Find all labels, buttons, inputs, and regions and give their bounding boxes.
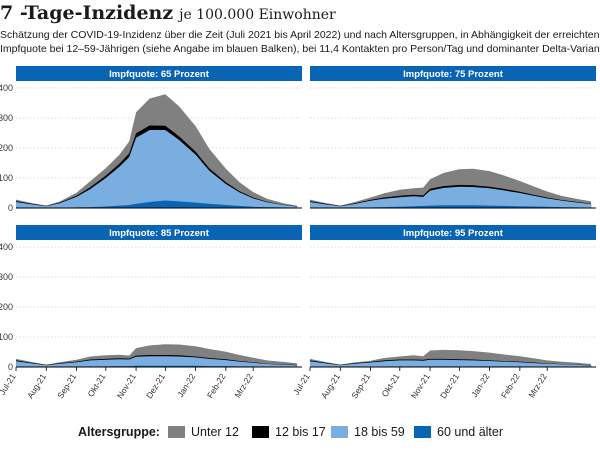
y-tick-label: 0: [8, 362, 13, 372]
panel-banner-title: Impfquote: 85 Prozent: [109, 228, 210, 239]
panel-banner-title: Impfquote: 75 Prozent: [403, 69, 504, 80]
area-series-18-bis-59: [16, 356, 298, 367]
legend-swatch-unter-12: [168, 426, 185, 438]
x-tick-label: Feb-22: [499, 372, 522, 400]
chart-description: Schätzung der COVID-19-Inzidenz über die…: [0, 28, 600, 56]
panel-banner: [310, 225, 596, 240]
panel-banner: [310, 66, 596, 81]
area-series-60-und-lter: [310, 205, 592, 208]
legend-swatch-18-bis-59: [331, 426, 348, 438]
description-line-1: Schätzung der COVID-19-Inzidenz über die…: [0, 29, 600, 41]
legend-swatch-60-und-aelter: [414, 426, 431, 438]
legend-label-12-bis-17: 12 bis 17: [275, 425, 326, 439]
y-tick-label: 0: [8, 203, 13, 213]
x-tick-label: Jul-21: [291, 372, 312, 397]
title-subtitle: je 100.000 Einwohner: [179, 7, 336, 23]
x-tick-label: Aug-21: [319, 372, 342, 401]
panel-banner: [16, 225, 302, 240]
area-series-18-bis-59: [310, 186, 592, 208]
area-series-18-bis-59: [16, 130, 298, 208]
chart-panel-1: Impfquote: 65 Prozent 0 100 200 300 400: [0, 66, 302, 213]
x-tick-label: Dez-21: [144, 371, 167, 400]
chart-title: 7 -Tage-Inzidenz je 100.000 Einwohner: [0, 2, 336, 24]
y-tick-label: 200: [0, 143, 13, 153]
legend-label-60-und-aelter: 60 und älter: [437, 425, 504, 439]
legend-item-unter-12: Unter 12: [168, 425, 239, 439]
area-series-18-bis-59: [310, 359, 592, 367]
title-main: 7 -Tage-Inzidenz: [0, 2, 174, 24]
chart-panel-4: Impfquote: 95 Prozent Jul-21 Aug-21 Sep-21 O…: [291, 225, 596, 400]
panel-banner-title: Impfquote: 65 Prozent: [109, 69, 210, 80]
x-tick-label: Okt-21: [379, 372, 401, 399]
legend-item-60-und-aelter: 60 und älter: [414, 425, 503, 439]
y-tick-label: 100: [0, 173, 13, 183]
x-tick-label: Jul-21: [0, 372, 18, 397]
legend-title: Altersgruppe:: [78, 425, 160, 439]
x-tick-label: Okt-21: [85, 372, 107, 399]
x-tick-label: Aug-21: [25, 372, 48, 401]
x-tick-label: Nov-21: [409, 372, 432, 401]
chart-panel-3: Impfquote: 85 Prozent 0 100 200 300 400 Jul-21…: [0, 225, 302, 400]
chart-panel-2: Impfquote: 75 Prozent: [310, 66, 596, 209]
y-tick-label: 100: [0, 332, 13, 342]
legend: Altersgruppe: Unter 12 12 bis 17 18 bis …: [0, 425, 600, 441]
y-tick-label: 200: [0, 302, 13, 312]
y-tick-label: 400: [0, 242, 13, 252]
x-tick-label: Mrz-22: [526, 372, 549, 400]
panel-banner-title: Impfquote: 95 Prozent: [403, 228, 504, 239]
x-tick-label: Mrz-22: [232, 372, 255, 400]
y-tick-label: 400: [0, 83, 13, 93]
panel-banner: [16, 66, 302, 81]
legend-label-unter-12: Unter 12: [191, 425, 239, 439]
x-tick-label: Feb-22: [205, 372, 228, 400]
y-tick-label: 300: [0, 113, 13, 123]
legend-item-12-bis-17: 12 bis 17: [252, 425, 326, 439]
x-tick-label: Jan-22: [469, 372, 491, 400]
description-line-2: Impfquote bei 12–59-Jährigen (siehe Anga…: [0, 43, 600, 55]
legend-label-18-bis-59: 18 bis 59: [354, 425, 405, 439]
legend-item-18-bis-59: 18 bis 59: [331, 425, 405, 439]
y-tick-label: 300: [0, 272, 13, 282]
x-tick-label: Nov-21: [115, 372, 138, 401]
x-tick-label: Sep-21: [55, 372, 78, 401]
area-series-60-und-lter: [16, 200, 298, 208]
legend-swatch-12-bis-17: [252, 426, 269, 438]
x-tick-label: Dez-21: [438, 371, 461, 400]
x-tick-label: Jan-22: [175, 372, 197, 400]
x-tick-label: Sep-21: [349, 372, 372, 401]
chart-panels: Impfquote: 65 Prozent0100200300400Impfqu…: [0, 66, 596, 400]
